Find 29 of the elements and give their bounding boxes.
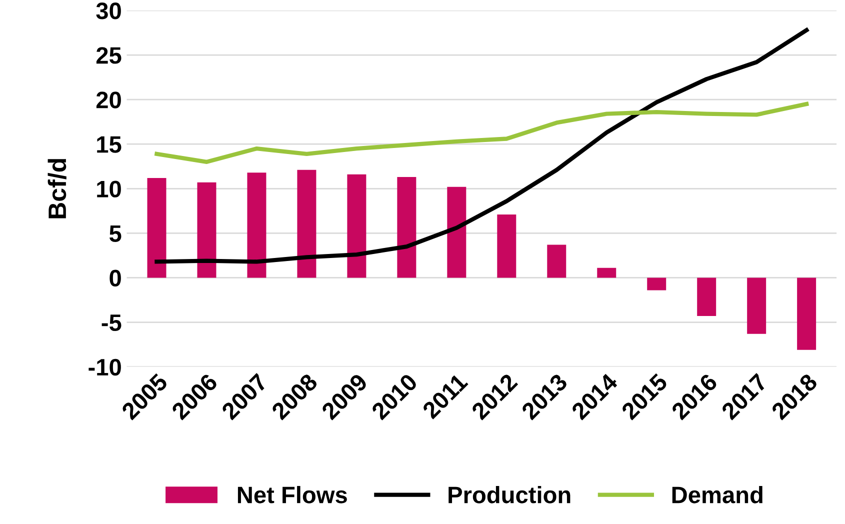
y-tick-label: 25 bbox=[96, 47, 122, 64]
y-axis-title: Bcf/d bbox=[48, 159, 66, 218]
bar bbox=[697, 278, 716, 316]
bar bbox=[747, 278, 766, 334]
bar bbox=[147, 178, 166, 278]
bar bbox=[797, 278, 816, 350]
bar bbox=[447, 186, 466, 278]
legend-label: Net Flows bbox=[238, 486, 347, 504]
y-tick-label: 30 bbox=[96, 2, 121, 20]
bar bbox=[497, 214, 516, 278]
line-series bbox=[154, 102, 809, 164]
bar bbox=[297, 170, 316, 278]
bar bbox=[197, 182, 216, 278]
bar bbox=[347, 174, 366, 278]
y-tick-label: 0 bbox=[110, 270, 121, 287]
y-tick-label: 15 bbox=[97, 136, 122, 153]
y-tick-label: 5 bbox=[109, 225, 122, 242]
y-tick-label: 20 bbox=[96, 92, 121, 108]
y-tick-label: -5 bbox=[102, 314, 122, 332]
bar bbox=[397, 177, 416, 278]
bar bbox=[247, 172, 266, 278]
legend-label: Demand bbox=[672, 486, 762, 504]
bar bbox=[647, 278, 666, 290]
line-series bbox=[154, 28, 809, 264]
bar bbox=[597, 268, 616, 278]
y-tick-label: -10 bbox=[88, 358, 121, 376]
bar bbox=[547, 244, 566, 278]
legend-label: Production bbox=[448, 486, 570, 504]
y-tick-label: 10 bbox=[97, 180, 121, 198]
